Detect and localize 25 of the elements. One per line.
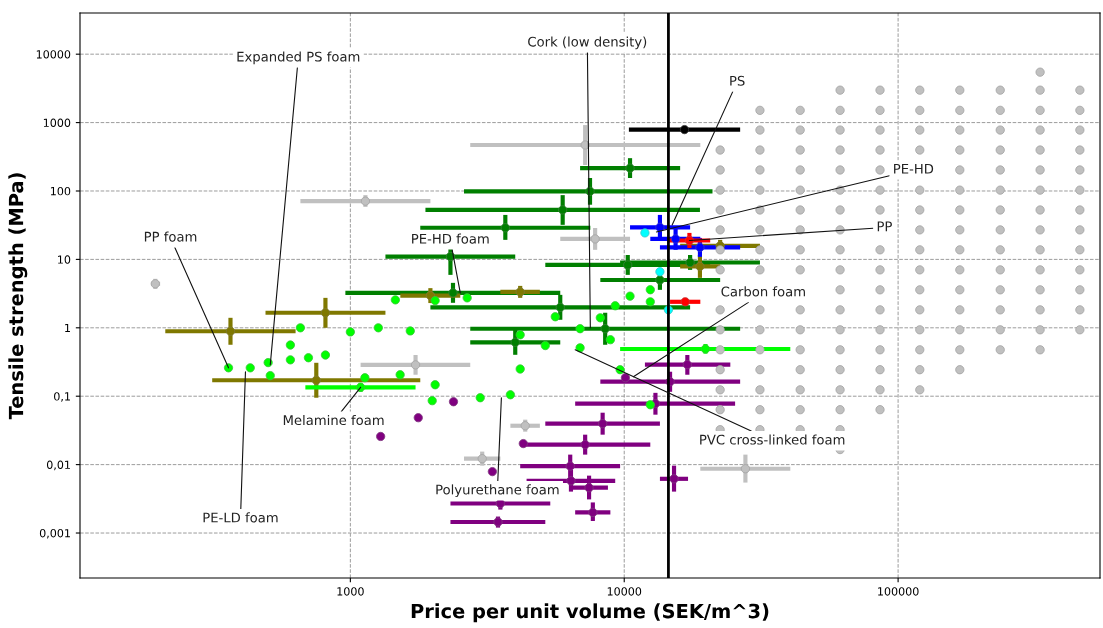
y-tick-label: 10 — [58, 255, 71, 264]
y-tick-label: 0,1 — [54, 392, 70, 402]
y-tick-label: 1000 — [43, 118, 71, 127]
x-tick-label: 100000 — [878, 587, 919, 596]
annotation: PE-LD foam — [203, 512, 278, 523]
annotation: Melamine foam — [283, 414, 384, 426]
annotation: PP — [877, 221, 892, 232]
annotation: Polyurethane foam — [436, 484, 559, 498]
y-tick-label: 1 — [65, 323, 70, 333]
y-tick-label: 10000 — [36, 50, 71, 59]
annotation: PVC cross-linked foam — [700, 434, 845, 445]
y-tick-label: 0,001 — [39, 528, 70, 539]
x-tick-label: 10000 — [607, 587, 642, 596]
annotation: Cork (low density) — [528, 36, 647, 50]
y-axis-title: Tensile strength (MPa) — [8, 173, 28, 420]
y-tick-label: 0,01 — [46, 460, 70, 471]
annotation: PE-HD — [894, 163, 934, 174]
annotation: PE-HD foam — [412, 233, 489, 244]
x-axis-title: Price per unit volume (SEK/m^3) — [411, 603, 769, 623]
annotation: PP foam — [144, 231, 197, 242]
annotation: Carbon foam — [721, 286, 805, 297]
y-tick-label: 100 — [50, 186, 71, 196]
annotation: Expanded PS foam — [237, 51, 360, 65]
annotation: PS — [730, 75, 745, 86]
x-tick-label: 1000 — [337, 587, 364, 596]
